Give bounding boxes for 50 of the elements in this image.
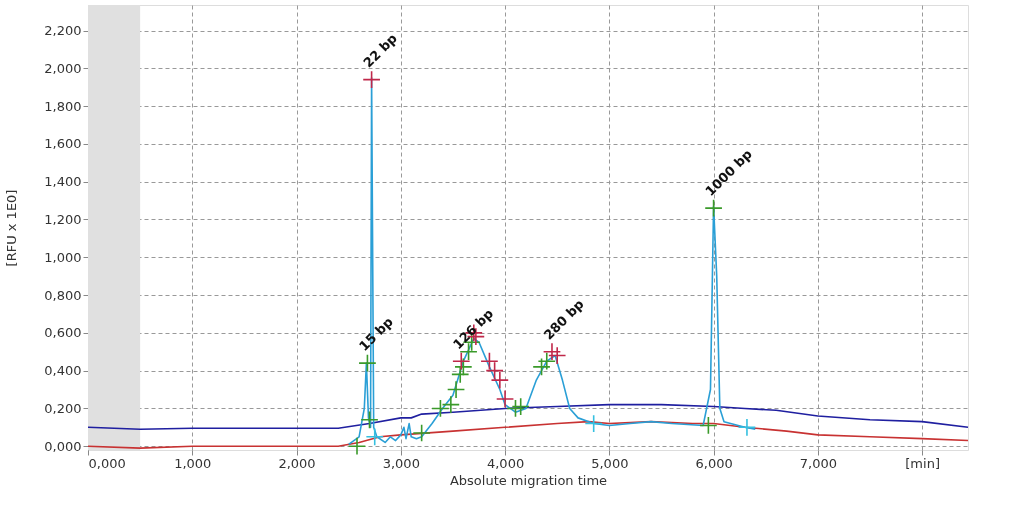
point — [704, 198, 723, 218]
point — [454, 357, 473, 377]
y-tick-label: 1,200 — [44, 211, 82, 227]
x-tick-label: 0,000 — [88, 455, 126, 471]
point — [431, 399, 450, 418]
y-tick-label: 0,200 — [44, 400, 82, 416]
point — [362, 70, 381, 89]
y-tick-label: 1,600 — [44, 136, 82, 152]
x-tick-label: [min] — [905, 455, 940, 471]
x-axis-title: Absolute migration time — [449, 472, 608, 488]
y-tick-label: 0,400 — [44, 363, 82, 379]
point — [412, 423, 431, 443]
point — [511, 397, 530, 416]
y-tick-label: 1,800 — [44, 98, 82, 114]
point — [542, 342, 562, 361]
x-tick-label: 2,000 — [278, 455, 316, 471]
y-tick-label: 0,000 — [44, 438, 82, 454]
y-axis-title: [RFU x 1E0] — [4, 189, 20, 267]
y-tick-label: 2,000 — [44, 60, 82, 76]
annotation: 15 bp — [356, 314, 396, 354]
annotation: 22 bp — [360, 30, 401, 71]
line-series — [87, 403, 969, 431]
point — [446, 380, 466, 399]
y-tick-label: 0,600 — [44, 325, 82, 341]
point — [441, 395, 461, 414]
point — [451, 365, 470, 384]
point — [532, 357, 551, 377]
point — [699, 416, 718, 435]
y-tick-label: 1,000 — [44, 249, 82, 265]
line-series — [87, 420, 969, 449]
point — [584, 414, 603, 433]
point — [537, 352, 556, 371]
point — [358, 353, 377, 373]
x-tick-label: 4,000 — [486, 455, 525, 471]
y-tick-label: 0,800 — [44, 287, 82, 303]
y-tick-label: 2,200 — [44, 23, 82, 39]
x-tick-label: 3,000 — [382, 455, 420, 471]
x-tick-label: 7,000 — [799, 455, 837, 471]
point — [737, 418, 757, 437]
point — [452, 352, 471, 371]
y-tick-label: 1,400 — [44, 174, 82, 190]
point — [360, 410, 379, 429]
x-tick-label: 6,000 — [695, 455, 733, 471]
point — [548, 346, 567, 365]
point — [506, 399, 525, 418]
point — [365, 427, 384, 446]
x-tick-label: 5,000 — [591, 455, 629, 471]
point — [495, 389, 515, 409]
point — [347, 437, 367, 456]
x-tick-label: 1,000 — [174, 455, 212, 471]
